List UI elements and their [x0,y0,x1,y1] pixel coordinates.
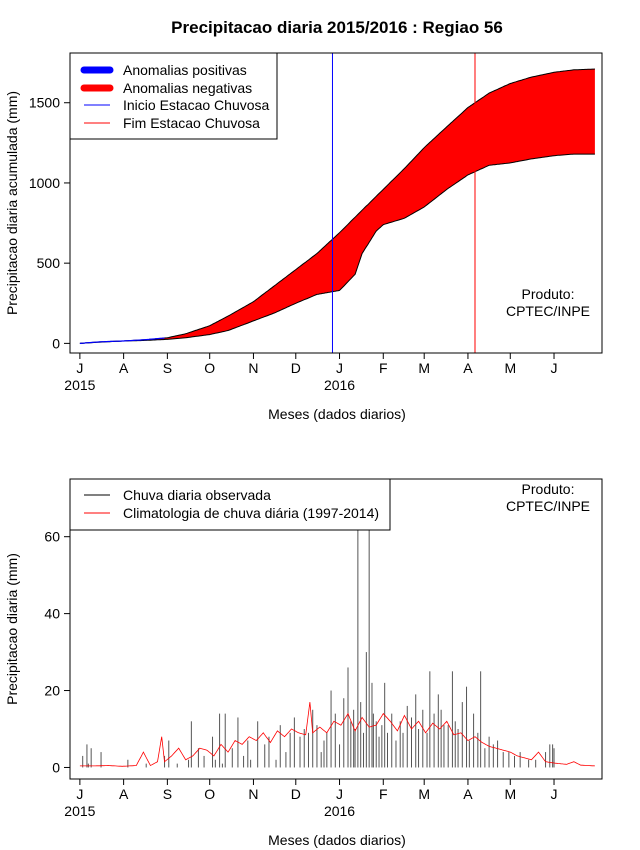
top-x-axis-label: Meses (dados diarios) [268,406,406,422]
legend-label-daily-observed: Chuva diaria observada [123,487,271,503]
top-month-label: A [463,360,473,376]
bottom-month-label: M [504,786,516,802]
legend-label-negative: Anomalias negativas [123,80,252,96]
climatology-daily-line [79,702,595,767]
bottom-note-line-1: Produto: [522,481,575,497]
top-y-tick-label: 500 [37,255,61,271]
top-plot-frame [69,52,603,354]
top-legend: Anomalias positivas Anomalias negativas … [69,52,278,140]
bottom-legend-box [69,478,391,531]
top-y-tick-label: 1500 [29,95,60,111]
top-y-tick-label: 0 [52,335,60,351]
top-y-axis-label: Precipitacao diaria acumulada (mm) [4,91,20,315]
top-month-label: A [119,360,129,376]
climatology-cumulative-line [79,68,595,344]
bottom-year-label: 2015 [64,803,95,819]
bottom-legend: Chuva diaria observada Climatologia de c… [69,478,391,531]
chart-title: Precipitacao diaria 2015/2016 : Regiao 5… [171,18,503,37]
top-month-label: O [204,360,215,376]
bottom-year-label: 2016 [324,803,355,819]
bottom-x-axis-label: Meses (dados diarios) [268,832,406,848]
top-month-label: N [248,360,258,376]
bottom-month-label: A [463,786,473,802]
legend-label-season-start: Inicio Estacao Chuvosa [123,97,270,113]
bottom-y-tick-label: 60 [44,529,60,545]
bottom-month-label: J [551,786,558,802]
top-plot-area [79,53,595,353]
bottom-y-axis-label: Precipitacao diaria (mm) [4,553,20,705]
top-month-label: J [336,360,343,376]
bottom-month-label: S [163,786,172,802]
bottom-month-label: J [336,786,343,802]
bottom-y-tick-label: 40 [44,606,60,622]
top-product-note: Produto: CPTEC/INPE [506,286,590,319]
bottom-note-line-2: CPTEC/INPE [506,498,590,514]
top-month-label: S [163,360,172,376]
top-note-line-1: Produto: [522,286,575,302]
bottom-y-tick-label: 20 [44,683,60,699]
legend-label-season-end: Fim Estacao Chuvosa [123,115,260,131]
top-month-label: M [504,360,516,376]
bottom-month-label: J [76,786,83,802]
bottom-y-tick-label: 0 [52,759,60,775]
negative-anomaly-area [79,69,595,344]
bottom-y-axis: 0 20 40 60 [44,529,70,775]
positive-anomaly-line [79,337,165,344]
top-year-label: 2016 [324,377,355,393]
bottom-product-note: Produto: CPTEC/INPE [506,481,590,514]
top-month-label: F [379,360,388,376]
top-month-label: D [291,360,301,376]
bottom-month-label: F [379,786,388,802]
top-year-label: 2015 [64,377,95,393]
bottom-month-label: D [291,786,301,802]
legend-label-daily-climatology: Climatologia de chuva diária (1997-2014) [123,505,379,521]
top-month-label: M [418,360,430,376]
top-month-label: J [76,360,83,376]
bottom-month-label: A [119,786,129,802]
top-y-tick-label: 1000 [29,175,60,191]
bottom-month-label: N [248,786,258,802]
top-y-axis: 0 500 1000 1500 [29,95,70,351]
observed-cumulative-line [79,153,595,344]
bottom-month-label: O [204,786,215,802]
cumulative-chart: Precipitacao diaria 2015/2016 : Regiao 5… [4,18,603,422]
legend-label-positive: Anomalias positivas [123,62,247,78]
top-month-label: J [551,360,558,376]
top-note-line-2: CPTEC/INPE [506,303,590,319]
bottom-month-label: M [418,786,430,802]
